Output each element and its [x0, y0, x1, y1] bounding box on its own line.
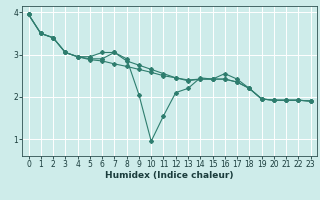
X-axis label: Humidex (Indice chaleur): Humidex (Indice chaleur): [105, 171, 234, 180]
